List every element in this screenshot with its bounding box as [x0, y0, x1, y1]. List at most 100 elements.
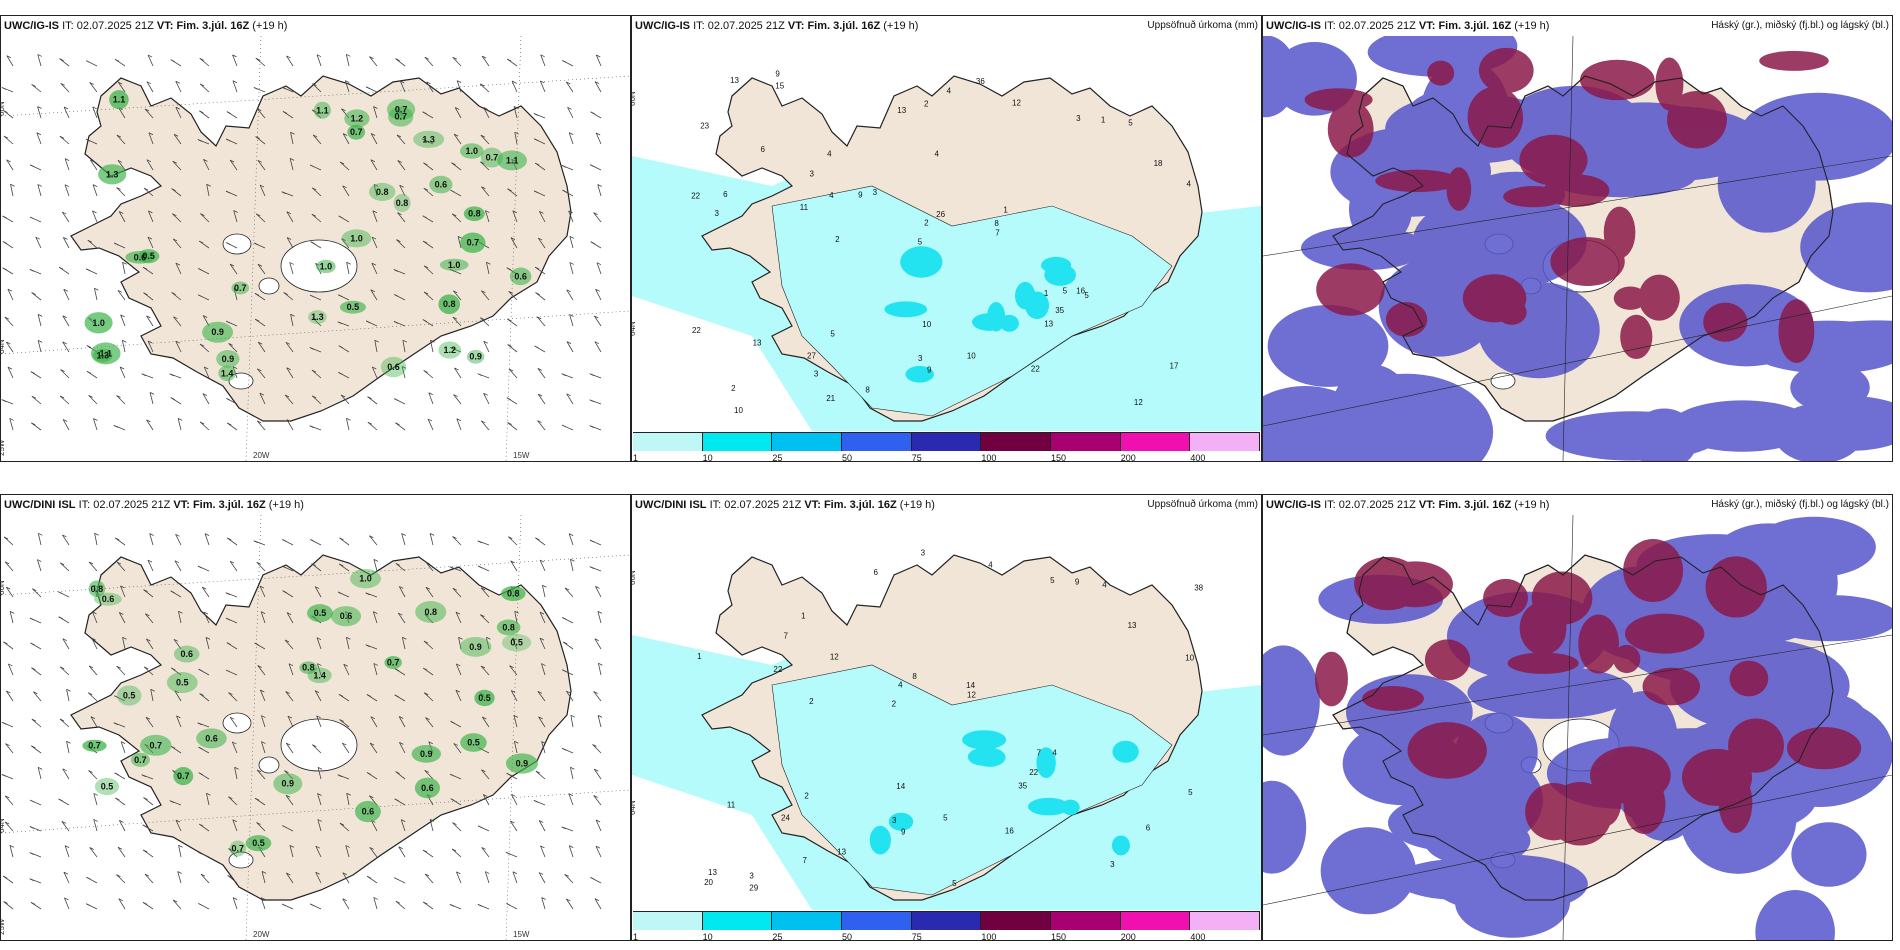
wind-barb-flag [480, 614, 485, 618]
wind-barb-flag [117, 159, 123, 163]
it-label: IT: [1324, 20, 1336, 32]
high-cloud-patch [1316, 263, 1385, 316]
wind-barb [541, 663, 546, 676]
gridline [1562, 36, 1574, 461]
wind-barb-flag [62, 315, 67, 319]
wind-barb-flag [88, 395, 93, 398]
colorbar-segment [842, 433, 912, 451]
wind-barb-flag [232, 741, 237, 745]
wind-barb [88, 665, 98, 676]
colorbar-segment [633, 433, 703, 451]
wind-barb [398, 846, 406, 858]
wind-barb-flag [227, 537, 232, 541]
lead-time: (+19 h) [899, 499, 935, 511]
wind-barb [9, 418, 14, 431]
wind-barb [261, 871, 266, 884]
high-cloud-patch [1620, 314, 1653, 360]
wind-barb-flag [170, 745, 176, 749]
wind-barb [593, 212, 602, 223]
colorbar-tick-label: 10 [702, 453, 713, 462]
wind-barb [175, 341, 182, 353]
gust-value-label: 0.8 [443, 299, 456, 309]
wind-barb [512, 871, 518, 884]
precip-value-label: 10 [922, 320, 931, 329]
precip-value-label: 8 [865, 385, 870, 394]
gust-value-label: 1.0 [466, 146, 479, 156]
gust-value-label: 1.4 [221, 368, 234, 378]
wind-barb-flag [596, 262, 602, 266]
precip-core [1112, 740, 1139, 763]
wind-barb-flag [260, 897, 266, 901]
precip-value-label: 12 [1012, 98, 1021, 107]
wind-barb [594, 341, 602, 353]
axis-label-lon15: 15W [513, 930, 530, 939]
wind-barb-flag [85, 268, 91, 272]
wind-barb-flag [119, 612, 124, 615]
wind-barb [3, 135, 14, 145]
wind-barb-flag [423, 162, 428, 166]
wind-barb-flag [480, 665, 486, 669]
wind-barb [452, 316, 462, 327]
wind-barb-flag [147, 559, 153, 563]
wind-barb [4, 821, 14, 832]
gust-value-label: 0.6 [205, 733, 218, 743]
high-cloud-patch [1354, 556, 1422, 611]
wind-barb-flag [486, 261, 491, 265]
wind-barb [286, 419, 294, 431]
wind-barb [371, 366, 378, 379]
wind-barb [538, 820, 546, 832]
high-cloud-patch [1519, 134, 1588, 186]
wind-barb-flag [290, 313, 295, 317]
precip-value-label: 4 [988, 560, 993, 569]
wind-barb [396, 239, 406, 249]
wind-barb [311, 563, 322, 572]
wind-barb [206, 184, 210, 197]
wind-barb-flag [290, 131, 295, 135]
wind-barb-flag [346, 792, 351, 796]
colorbar-segment [981, 912, 1052, 930]
wind-barb [570, 559, 574, 572]
wind-barb-flag [232, 366, 238, 370]
wind-barb [429, 533, 434, 546]
wind-barb [148, 210, 154, 223]
wind-barb [480, 614, 490, 624]
wind-barb [5, 341, 14, 353]
high-cloud-patch [1407, 722, 1487, 779]
lead-time: (+19 h) [1514, 499, 1550, 511]
wind-barb [595, 54, 602, 67]
wind-barb [539, 611, 546, 624]
wind-barb [285, 872, 294, 884]
wind-barb [514, 132, 518, 145]
gust-patch [307, 604, 333, 623]
gust-value-label: 0.8 [302, 663, 315, 673]
precip-core [971, 313, 1007, 331]
precip-colorbar [633, 432, 1261, 453]
gust-value-label: 0.6 [134, 252, 147, 262]
wind-barb-flag [395, 900, 401, 904]
panel-header: UWC/DINI ISL IT: 02.07.2025 21Z VT: Fim.… [4, 499, 627, 515]
wind-barb [429, 819, 434, 832]
wind-barb [199, 693, 210, 702]
precip-value-label: 5 [1063, 286, 1068, 295]
wind-barb-flag [568, 210, 573, 214]
wind-barb-flag [286, 55, 291, 59]
wind-barb-flag [423, 187, 429, 191]
wind-barb [395, 771, 406, 780]
wind-barb-flag [117, 289, 123, 293]
wind-barb-flag [29, 799, 35, 803]
wind-barb [64, 184, 70, 197]
wind-barb [259, 184, 266, 197]
wind-barb-flag [59, 718, 65, 722]
wind-barb-flag [178, 844, 183, 848]
low-cloud-patch [1432, 854, 1588, 914]
valid-time: Fim. 3.júl. 16Z [1438, 499, 1512, 511]
wind-barb-flag [482, 716, 487, 720]
wind-barb [203, 611, 210, 624]
wind-barb [66, 689, 70, 702]
wind-barb-flag [365, 86, 371, 90]
wind-barb [64, 897, 70, 910]
wind-barb-flag [148, 210, 153, 214]
wind-barb [33, 691, 42, 702]
wind-barb-flag [452, 213, 457, 217]
colorbar-segment [1051, 433, 1121, 451]
